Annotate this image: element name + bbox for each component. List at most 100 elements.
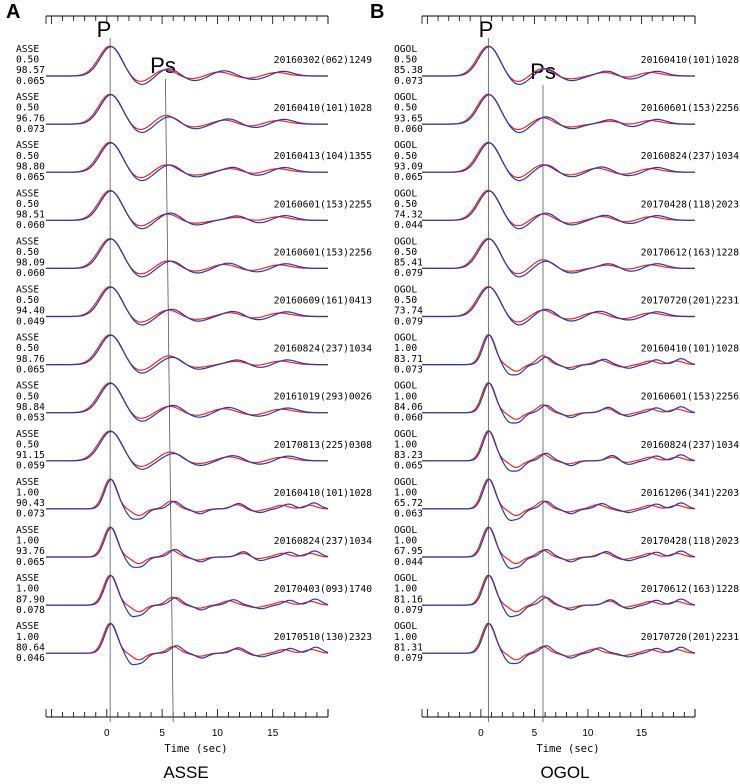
trace-label-fit: 81.31: [394, 642, 423, 653]
trace-label-name: ASSE: [16, 525, 39, 536]
trace-label-rayp: 0.073: [16, 124, 45, 135]
trace-label-rayp: 0.065: [394, 172, 423, 183]
predicted-trace: [46, 430, 328, 470]
predicted-trace: [422, 334, 696, 376]
trace-label-rayp: 0.059: [16, 461, 45, 472]
trace-label-name: OGOL: [394, 429, 417, 440]
trace-event-id: 20170720(201)2231: [641, 632, 739, 643]
bottom-time-axis-b: 0 5 10 15: [421, 709, 696, 739]
trace-event-id: 20160824(237)1034: [641, 151, 739, 162]
trace-label-gauss: 1.00: [16, 632, 39, 643]
phase-lines-a: PPs: [97, 17, 176, 723]
x-axis-title-b: Time (sec): [536, 743, 599, 755]
trace-label-rayp: 0.073: [394, 364, 423, 375]
panel-a: A 0 5 10 15 PPs ASSE0.5098.570.06520160302(…: [6, 1, 372, 782]
trace-event-id: 20170813(225)0308: [274, 440, 372, 451]
trace-label-name: ASSE: [16, 140, 39, 151]
trace-event-id: 20160824(237)1034: [641, 440, 739, 451]
trace-label-name: OGOL: [394, 92, 417, 103]
trace-event-id: 20161206(341)2203: [641, 488, 739, 499]
trace-label-name: ASSE: [16, 381, 39, 392]
trace-label-name: OGOL: [394, 333, 417, 344]
trace-label-gauss: 0.50: [394, 55, 417, 66]
trace-label-rayp: 0.065: [16, 172, 45, 183]
trace-label-rayp: 0.079: [394, 316, 423, 327]
trace-label-gauss: 1.00: [394, 391, 417, 402]
trace-label-rayp: 0.044: [394, 557, 423, 568]
x-tick-label: 15: [636, 728, 648, 739]
trace-labels-a: ASSE0.5098.570.06520160302(062)1249ASSE0…: [16, 44, 372, 664]
predicted-trace: [46, 623, 329, 666]
trace-label-fit: 83.71: [394, 354, 423, 365]
trace-event-id: 20160410(101)1028: [274, 488, 372, 499]
trace-label-name: ASSE: [16, 285, 39, 296]
trace-label-fit: 85.38: [394, 65, 423, 76]
trace-event-id: 20160609(161)0413: [274, 296, 372, 307]
predicted-trace: [46, 142, 328, 182]
predicted-trace: [46, 238, 328, 278]
trace-label-rayp: 0.065: [394, 461, 423, 472]
trace-label-fit: 98.57: [16, 65, 45, 76]
trace-label-fit: 73.74: [394, 306, 423, 317]
trace-label-fit: 93.76: [16, 546, 45, 557]
trace-label-rayp: 0.060: [394, 124, 423, 135]
trace-event-id: 20170720(201)2231: [641, 296, 739, 307]
trace-label-fit: 98.84: [16, 402, 45, 413]
trace-label-name: ASSE: [16, 92, 39, 103]
trace-label-name: ASSE: [16, 188, 39, 199]
predicted-trace: [422, 238, 695, 278]
trace-label-fit: 74.32: [394, 210, 423, 221]
trace-event-id: 20160410(101)1028: [641, 55, 739, 66]
trace-label-rayp: 0.060: [394, 413, 423, 424]
trace-label-fit: 94.40: [16, 306, 45, 317]
predicted-trace: [422, 575, 696, 618]
station-name-b: OGOL: [540, 763, 589, 782]
trace-label-gauss: 1.00: [16, 488, 39, 499]
trace-label-gauss: 1.00: [394, 343, 417, 354]
trace-label-name: ASSE: [16, 573, 39, 584]
observed-trace: [46, 93, 328, 130]
trace-label-gauss: 0.50: [394, 295, 417, 306]
trace-event-id: 20170510(130)2323: [274, 632, 372, 643]
trace-label-rayp: 0.065: [16, 76, 45, 87]
phase-lines-b: PPs: [479, 17, 556, 722]
station-name-a: ASSE: [163, 763, 208, 782]
trace-label-name: OGOL: [394, 621, 417, 632]
trace-label-fit: 90.43: [16, 498, 45, 509]
trace-event-id: 20160413(104)1355: [274, 151, 372, 162]
trace-label-rayp: 0.046: [16, 653, 45, 664]
trace-event-id: 20170428(118)2023: [641, 536, 739, 547]
trace-label-fit: 93.09: [394, 161, 423, 172]
trace-event-id: 20161019(293)0026: [274, 392, 372, 403]
trace-group-a: [46, 45, 329, 666]
predicted-trace: [422, 526, 696, 570]
trace-label-fit: 81.16: [394, 594, 423, 605]
trace-label-rayp: 0.060: [16, 268, 45, 279]
phase-label-p: P: [97, 17, 112, 42]
trace-label-fit: 98.51: [16, 210, 45, 221]
predicted-trace: [422, 142, 695, 182]
panel-b: B 0 5 10 15 PPs OGOL0.5085.380.07320160410(…: [370, 1, 739, 782]
phase-line-ps: [165, 78, 174, 723]
trace-label-gauss: 1.00: [394, 488, 417, 499]
predicted-trace: [46, 94, 328, 134]
trace-label-fit: 84.06: [394, 402, 423, 413]
trace-label-fit: 96.76: [16, 113, 45, 124]
trace-label-gauss: 0.50: [394, 151, 417, 162]
trace-label-gauss: 0.50: [394, 103, 417, 114]
trace-label-fit: 98.80: [16, 161, 45, 172]
trace-label-name: ASSE: [16, 236, 39, 247]
trace-label-name: ASSE: [16, 44, 39, 55]
trace-label-rayp: 0.065: [16, 557, 45, 568]
predicted-trace: [422, 94, 695, 134]
trace-label-fit: 93.65: [394, 113, 423, 124]
trace-label-name: ASSE: [16, 333, 39, 344]
trace-label-rayp: 0.079: [394, 605, 423, 616]
predicted-trace: [46, 286, 328, 326]
trace-event-id: 20170612(163)1228: [641, 247, 739, 258]
predicted-trace: [422, 190, 695, 230]
top-time-axis-b: [421, 15, 696, 24]
trace-event-id: 20160601(153)2256: [641, 103, 739, 114]
x-tick-label: 10: [212, 728, 224, 739]
